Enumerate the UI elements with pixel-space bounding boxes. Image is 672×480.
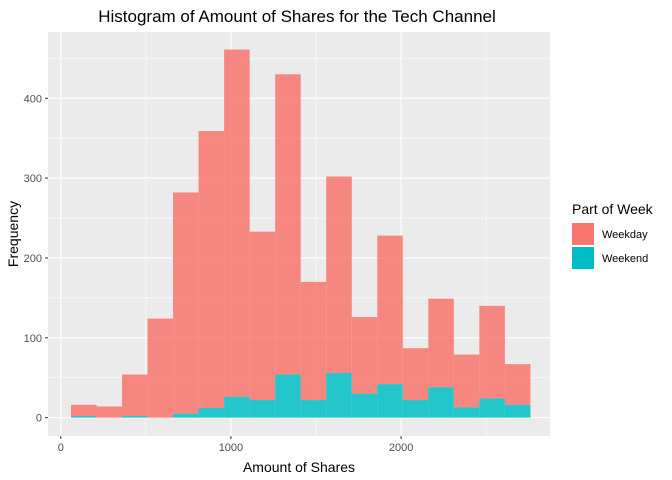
x-axis-title: Amount of Shares xyxy=(243,459,355,475)
y-tick-label: 400 xyxy=(24,93,42,105)
weekend-bar xyxy=(453,407,480,418)
weekday-bar xyxy=(504,364,531,405)
histogram-bars xyxy=(70,49,531,418)
y-tick-label: 100 xyxy=(24,333,42,345)
weekend-bar xyxy=(300,400,327,418)
weekday-bar xyxy=(377,235,403,385)
legend: Part of Week Weekday Weekend xyxy=(572,201,654,269)
chart-title: Histogram of Amount of Shares for the Te… xyxy=(98,7,496,26)
weekday-bar xyxy=(428,298,454,388)
weekday-bar xyxy=(147,318,174,418)
weekend-bar xyxy=(479,398,505,418)
weekend-bar xyxy=(275,374,301,418)
x-tick-label: 2000 xyxy=(389,442,413,454)
weekday-bar xyxy=(479,305,505,399)
axis-ticks: 0 100 200 300 400 0 1000 2000 xyxy=(24,93,414,454)
y-tick-label: 200 xyxy=(24,253,42,265)
weekend-bar xyxy=(351,393,378,418)
weekend-bar xyxy=(326,372,352,418)
weekend-bar xyxy=(198,408,225,418)
legend-items: Weekday Weekend xyxy=(572,223,648,269)
weekday-bar xyxy=(122,374,148,417)
weekday-bar xyxy=(249,231,276,401)
y-axis-title: Frequency xyxy=(5,201,21,267)
x-tick-label: 1000 xyxy=(219,442,243,454)
weekday-bar xyxy=(351,317,378,394)
weekend-bar xyxy=(173,413,199,418)
weekend-bar xyxy=(224,396,250,418)
weekday-bar xyxy=(173,192,199,414)
weekend-bar xyxy=(504,404,531,418)
weekday-bar xyxy=(453,354,480,408)
weekend-bar xyxy=(70,416,97,418)
legend-key-weekend xyxy=(572,247,594,269)
weekday-bar xyxy=(198,131,225,409)
weekday-bar xyxy=(402,348,429,401)
weekend-bar xyxy=(402,400,429,418)
weekday-bar xyxy=(300,281,327,401)
legend-label-weekend: Weekend xyxy=(602,253,648,265)
legend-title: Part of Week xyxy=(572,201,654,217)
legend-key-weekday xyxy=(572,223,594,245)
x-tick-label: 0 xyxy=(58,442,64,454)
weekday-bar xyxy=(275,74,301,375)
legend-label-weekday: Weekday xyxy=(602,229,648,241)
weekend-bar xyxy=(377,384,403,418)
y-tick-label: 300 xyxy=(24,173,42,185)
weekend-bar xyxy=(122,416,148,418)
weekday-bar xyxy=(70,404,97,417)
weekend-bar xyxy=(428,387,454,418)
weekday-bar xyxy=(326,176,352,373)
weekday-bar xyxy=(224,49,250,397)
weekday-bar xyxy=(96,406,123,418)
weekend-bar xyxy=(249,400,276,418)
y-tick-label: 0 xyxy=(36,413,42,425)
